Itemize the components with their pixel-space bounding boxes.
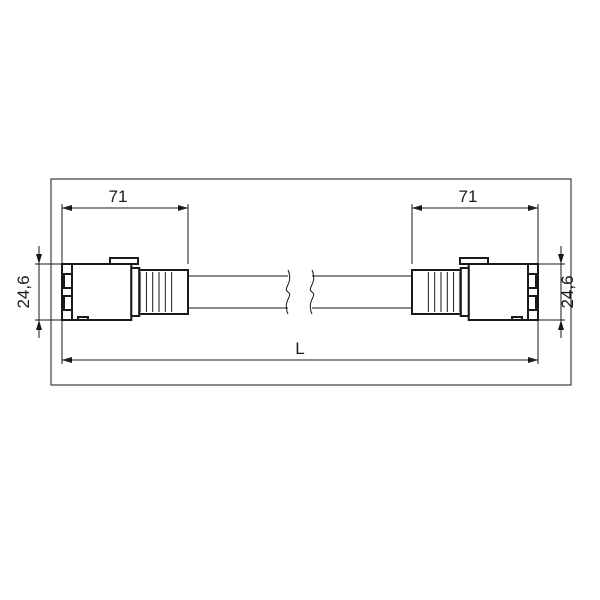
left-connector <box>62 258 188 320</box>
dim-top-right: 71 <box>459 187 478 206</box>
dimension-drawing: 71 71 24,6 24,6 L <box>0 0 600 600</box>
dim-bottom: L <box>295 339 304 358</box>
dim-left: 24,6 <box>14 275 33 308</box>
right-connector <box>412 258 538 320</box>
dim-right: 24,6 <box>558 275 577 308</box>
dim-top-left: 71 <box>109 187 128 206</box>
